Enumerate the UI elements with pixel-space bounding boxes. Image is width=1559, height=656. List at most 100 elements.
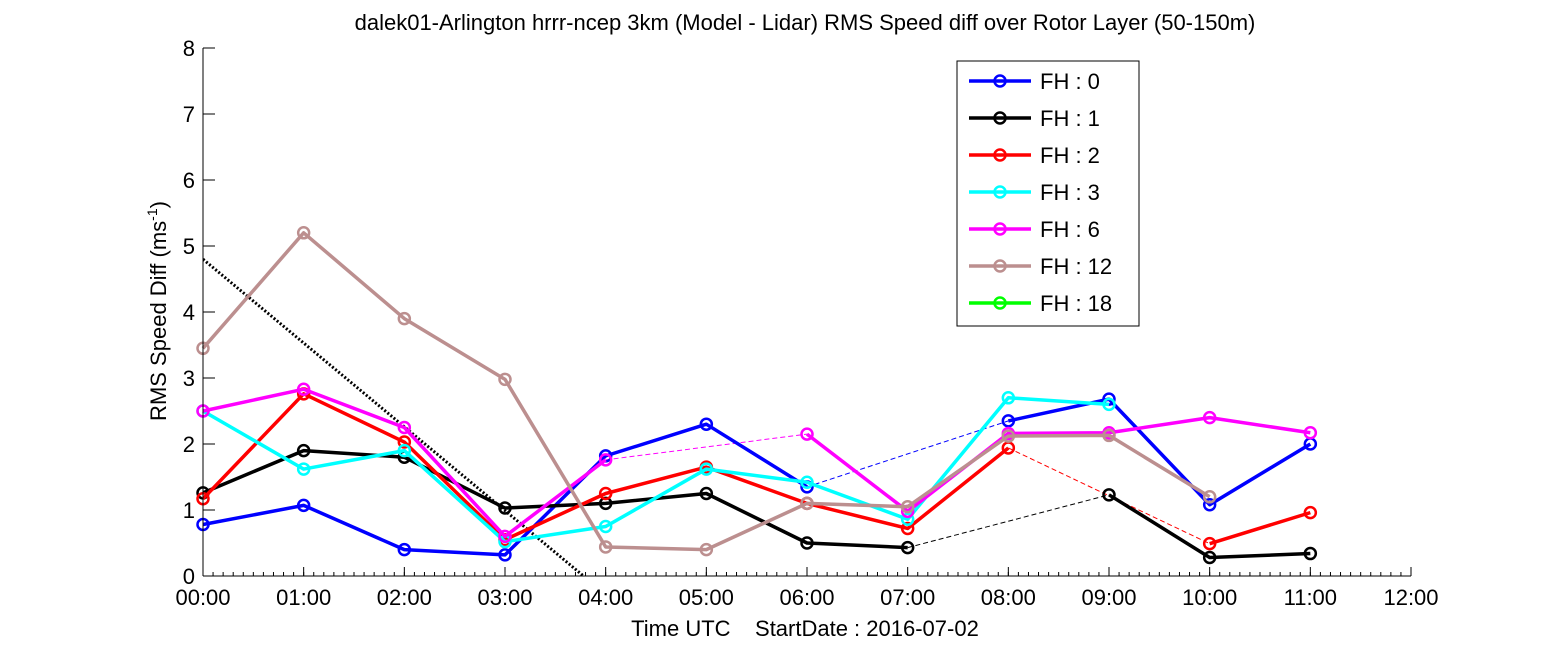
series-line (202, 422, 808, 557)
data-point (397, 443, 412, 458)
data-point (1202, 490, 1217, 504)
data-point (800, 475, 814, 490)
y-tick-label: 7 (183, 102, 195, 127)
x-tick-label: 08:00 (981, 585, 1036, 610)
series-line (202, 448, 908, 550)
legend-label: FH : 18 (1040, 291, 1112, 316)
data-point (1102, 428, 1116, 443)
data-point (699, 462, 714, 476)
y-tick-labels: 0 1 2 3 4 5 6 7 8 (183, 36, 195, 589)
legend-label: FH : 3 (1040, 180, 1100, 205)
data-point (1303, 426, 1318, 440)
series-line (1108, 493, 1311, 560)
data-point (296, 382, 311, 396)
gap-connector (605, 433, 808, 461)
series-line (805, 415, 1311, 514)
data-point (900, 512, 915, 526)
x-tick-label: 07:00 (880, 585, 935, 610)
y-tick-label: 0 (183, 564, 195, 589)
legend-label: FH : 0 (1040, 69, 1100, 94)
legend-swatch-marker (993, 148, 1007, 162)
data-point (397, 311, 412, 326)
data-point (296, 226, 311, 240)
gap-connector (907, 494, 1110, 549)
chart-title: dalek01-Arlington hrrr-ncep 3km (Model -… (355, 10, 1256, 35)
x-axis-label: Time UTC StartDate : 2016-07-02 (631, 616, 979, 641)
data-point (1001, 414, 1016, 428)
data-point (1001, 391, 1016, 405)
data-point (900, 521, 915, 536)
data-point (296, 462, 311, 476)
data-point (296, 498, 311, 513)
data-point (296, 443, 311, 458)
y-tick-label: 6 (183, 168, 195, 193)
legend-label: FH : 6 (1040, 217, 1100, 242)
series-line (1209, 510, 1311, 546)
legend-swatch-marker (993, 222, 1007, 236)
series-line (201, 392, 1010, 542)
legend-swatch-marker (993, 74, 1007, 88)
data-point (1202, 410, 1217, 425)
data-point (498, 529, 512, 544)
y-tick-label: 1 (183, 498, 195, 523)
x-tick-label: 04:00 (578, 585, 633, 610)
data-point (1102, 397, 1116, 412)
x-tick-label: 09:00 (1081, 585, 1136, 610)
data-point (498, 372, 512, 387)
data-point (598, 519, 613, 534)
data-point (1202, 536, 1217, 551)
legend-label: FH : 1 (1040, 106, 1100, 131)
y-tick-label: 4 (183, 300, 195, 325)
data-point (1202, 497, 1217, 512)
legend-swatch-marker (993, 185, 1007, 199)
x-tick-label: 05:00 (679, 585, 734, 610)
data-point (900, 540, 915, 555)
legend-swatch-marker (993, 111, 1007, 125)
x-tick-label: 02:00 (377, 585, 432, 610)
series-5 (196, 226, 1217, 557)
x-tick-label: 00:00 (175, 585, 230, 610)
legend-swatch-marker (993, 259, 1007, 273)
legend-label: FH : 2 (1040, 143, 1100, 168)
y-axis-label: RMS Speed Diff (ms-1) (144, 201, 171, 421)
data-point (1202, 550, 1217, 565)
series-line (201, 231, 1211, 552)
x-tick-label: 10:00 (1182, 585, 1237, 610)
data-point (1303, 546, 1318, 561)
x-tick-labels: 00:00 01:00 02:00 03:00 04:00 05:00 06:00 07:00… (175, 585, 1438, 610)
data-point (1303, 505, 1318, 520)
data-point (699, 542, 714, 557)
y-tick-label: 3 (183, 366, 195, 391)
data-point (699, 486, 714, 501)
series-line (1007, 397, 1312, 507)
gap-connectors (605, 420, 1210, 549)
y-axis-label-close: ) (146, 201, 171, 208)
x-tick-label: 11:00 (1284, 585, 1337, 610)
data-point (800, 536, 814, 550)
data-point (498, 548, 512, 562)
axes (202, 47, 1412, 577)
y-tick-label: 2 (183, 432, 195, 457)
x-tick-label: 03:00 (477, 585, 532, 610)
data-point (900, 499, 915, 514)
y-tick-label: 5 (183, 234, 195, 259)
data-point (498, 501, 512, 515)
series-line (202, 387, 607, 539)
legend-items: FH : 0 FH : 1 FH : 2 FH : 3 FH : 6 FH : 12 FH … (969, 69, 1112, 316)
data-point (598, 453, 613, 467)
legend-label: FH : 12 (1040, 254, 1112, 279)
data-point (1102, 392, 1116, 406)
y-axis-label-main: RMS Speed Diff (ms (146, 221, 171, 421)
legend: FH : 0 FH : 1 FH : 2 FH : 3 FH : 6 FH : 12 FH … (956, 60, 1140, 327)
data-point (1001, 429, 1016, 443)
x-tick-label: 01:00 (276, 585, 331, 610)
gap-connector (1008, 447, 1210, 545)
data-point (598, 540, 613, 554)
data-point (397, 435, 412, 449)
y-tick-label: 8 (183, 36, 195, 61)
y-axis-label-superscript: -1 (144, 208, 160, 221)
legend-swatch-marker (993, 296, 1007, 310)
data-point (699, 417, 714, 431)
